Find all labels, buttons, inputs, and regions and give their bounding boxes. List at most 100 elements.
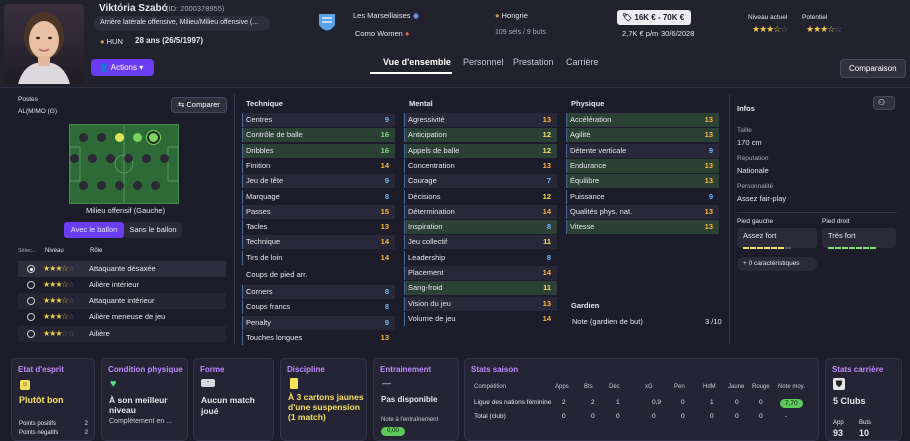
divider bbox=[729, 94, 730, 344]
plus-icon: + bbox=[743, 260, 747, 267]
attribute-row[interactable]: Détente verticale 9 bbox=[566, 143, 719, 158]
radio[interactable] bbox=[27, 313, 35, 321]
attribute-row[interactable]: Agilité 13 bbox=[566, 128, 719, 143]
info-settings-button[interactable]: ⚇ bbox=[873, 96, 895, 110]
attribute-value: 11 bbox=[543, 237, 551, 247]
season-stats-card[interactable]: Stats saison bbox=[464, 358, 819, 441]
without-ball-toggle[interactable]: Sans le ballon bbox=[124, 222, 182, 238]
attribute-row[interactable]: Anticipation 12 bbox=[404, 128, 557, 143]
attribute-name: Qualités phys. nat. bbox=[570, 206, 633, 216]
attribute-row[interactable]: Sang-froid 11 bbox=[404, 281, 557, 296]
radio[interactable] bbox=[27, 297, 35, 305]
contract-expiry: 30/6/2028 bbox=[661, 29, 695, 38]
discipline-card[interactable]: Discipline À 3 cartons jaunes d'une susp… bbox=[280, 358, 367, 441]
attribute-row[interactable]: Coups francs 8 bbox=[242, 300, 395, 315]
actions-button[interactable]: 👤 Actions ▾ bbox=[91, 59, 154, 76]
radio[interactable] bbox=[27, 281, 35, 289]
nation-team-row[interactable]: ● Hongrie bbox=[495, 11, 528, 20]
stat-header: Note moy. bbox=[778, 384, 805, 390]
role-stars: ★★★☆☆ bbox=[43, 264, 75, 273]
traits-pill[interactable]: + 0 caractéristiques bbox=[737, 257, 817, 271]
col-level-header: Niveau bbox=[45, 248, 64, 254]
career-stats-card[interactable]: Stats carrière ⛊ 5 Clubs App 93 Buts 10 bbox=[825, 358, 902, 441]
attribute-row[interactable]: Détermination 14 bbox=[404, 204, 557, 219]
attribute-row[interactable]: Leadership 8 bbox=[404, 250, 557, 265]
attribute-row[interactable]: Appels de balle 12 bbox=[404, 143, 557, 158]
tab-career[interactable]: Carrière bbox=[566, 57, 599, 67]
attribute-row[interactable]: Vision du jeu 13 bbox=[404, 296, 557, 311]
attribute-row[interactable]: Vitesse 13 bbox=[566, 220, 719, 235]
stat-cell: 0 bbox=[681, 413, 685, 420]
mood-card[interactable]: Etat d'esprit ☺ Plutôt bon Points positi… bbox=[11, 358, 95, 441]
attribute-row[interactable]: Dribbles 16 bbox=[242, 143, 395, 158]
attribute-row[interactable]: Placement 14 bbox=[404, 266, 557, 280]
attribute-name: Accélération bbox=[570, 115, 612, 124]
attribute-name: Technique bbox=[246, 237, 281, 247]
attribute-row[interactable]: Inspiration 8 bbox=[404, 220, 557, 235]
attribute-row[interactable]: Jeu collectif 11 bbox=[404, 235, 557, 250]
training-card[interactable]: Entrainement — Pas disponible Note à l'e… bbox=[373, 358, 459, 441]
flag-icon: ● bbox=[100, 37, 105, 46]
stat-cell: 2 bbox=[562, 399, 566, 406]
attribute-name: Tirs de loin bbox=[246, 252, 283, 262]
attribute-row[interactable]: Concentration 13 bbox=[404, 158, 557, 173]
position-dot bbox=[106, 154, 115, 163]
attribute-value: 14 bbox=[380, 252, 389, 262]
role-row-selected[interactable]: ★★★☆☆ Attaquante désaxée bbox=[18, 261, 226, 277]
attribute-row[interactable]: Volume de jeu 14 bbox=[404, 311, 557, 326]
attribute-row[interactable]: Accélération 13 bbox=[566, 113, 719, 127]
attribute-value: 9 bbox=[384, 115, 389, 124]
attribute-row[interactable]: Courage 7 bbox=[404, 174, 557, 189]
radio-selected[interactable] bbox=[27, 265, 35, 273]
condition-card[interactable]: Condition physique ♥ À son meilleur nive… bbox=[101, 358, 188, 441]
attribute-row[interactable]: Penalty 9 bbox=[242, 315, 395, 330]
attribute-row[interactable]: Contrôle de balle 16 bbox=[242, 128, 395, 143]
attribute-row[interactable]: Décisions 12 bbox=[404, 189, 557, 204]
stat-cell: 1 bbox=[710, 399, 714, 406]
attribute-row[interactable]: Endurance 13 bbox=[566, 158, 719, 173]
club1-row[interactable]: Les Marseillaises ◉ bbox=[353, 11, 420, 20]
attribute-name: Marquage bbox=[246, 191, 280, 201]
radio[interactable] bbox=[27, 330, 35, 338]
position-label: Milieu offensif (Gauche) bbox=[86, 206, 166, 215]
attribute-row[interactable]: Agressivité 13 bbox=[404, 113, 557, 127]
tag-icon: 🏷 bbox=[622, 13, 633, 22]
stat-cell: 0 bbox=[759, 399, 763, 406]
position-dot bbox=[124, 154, 133, 163]
role-row[interactable]: ★★★☆☆ Ailière meneuse de jeu bbox=[18, 309, 226, 325]
attribute-name: Leadership bbox=[408, 252, 446, 262]
attribute-row[interactable]: Finition 14 bbox=[242, 158, 395, 173]
attribute-row[interactable]: Tacles 13 bbox=[242, 220, 395, 235]
tab-overview[interactable]: Vue d'ensemble bbox=[383, 57, 451, 67]
attribute-row[interactable]: Marquage 8 bbox=[242, 189, 395, 204]
stat-header: Pen bbox=[674, 384, 685, 390]
attribute-row[interactable]: Tirs de loin 14 bbox=[242, 250, 395, 265]
attribute-row[interactable]: Équilibre 13 bbox=[566, 174, 719, 189]
position-dot bbox=[142, 154, 151, 163]
role-row[interactable]: ★★★☆☆ Attaquante intérieur bbox=[18, 293, 226, 309]
stat-cell: 0 bbox=[681, 399, 685, 406]
attribute-row[interactable]: Jeu de tête 9 bbox=[242, 174, 395, 189]
attribute-row[interactable]: Technique 14 bbox=[242, 235, 395, 250]
attribute-row[interactable]: Corners 8 bbox=[242, 285, 395, 299]
club2-row[interactable]: Como Women ● bbox=[355, 29, 410, 38]
comparison-button[interactable]: Comparaison bbox=[840, 59, 906, 78]
role-row[interactable]: ★★★☆☆ Ailière intérieur bbox=[18, 277, 226, 293]
attribute-row[interactable]: Touches longues 13 bbox=[242, 330, 395, 345]
with-ball-toggle[interactable]: Avec le ballon bbox=[64, 222, 124, 238]
form-card[interactable]: Forme - Aucun match joué bbox=[193, 358, 274, 441]
tab-performance[interactable]: Prestation bbox=[513, 57, 554, 67]
attribute-value: 8 bbox=[546, 222, 551, 232]
attribute-row[interactable]: Qualités phys. nat. 13 bbox=[566, 204, 719, 219]
compare-positions-button[interactable]: ⇆ Comparer bbox=[171, 97, 227, 113]
attribute-row[interactable]: Centres 9 bbox=[242, 113, 395, 127]
role-row[interactable]: ★★★☆☆ Ailière bbox=[18, 326, 226, 342]
attribute-row[interactable]: Passes 15 bbox=[242, 204, 395, 219]
person-icon: ⚇ bbox=[878, 98, 886, 107]
physique-title: Physique bbox=[571, 99, 605, 108]
attribute-value: 12 bbox=[542, 145, 551, 155]
attribute-value: 13 bbox=[704, 115, 713, 124]
attribute-row[interactable]: Puissance 9 bbox=[566, 189, 719, 204]
tab-personal[interactable]: Personnel bbox=[463, 57, 504, 67]
attribute-value: 14 bbox=[542, 206, 551, 216]
